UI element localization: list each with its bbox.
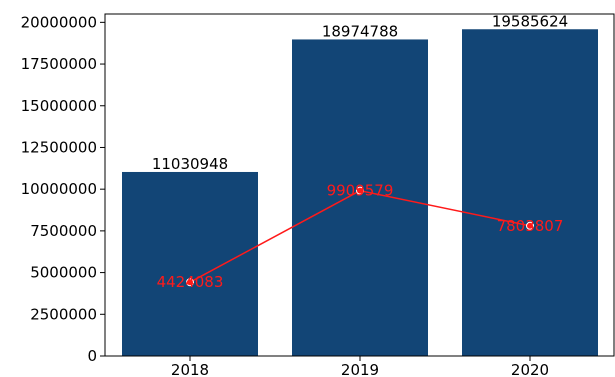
y-tick-label: 5000000	[30, 264, 97, 282]
bars-group	[122, 29, 598, 357]
x-tick-label-2018: 2018	[171, 361, 209, 377]
y-tick-label: 15000000	[21, 97, 97, 115]
line-value-label-2018: 4424083	[157, 273, 224, 291]
bar-labels-group: 11030948 18974788 19585624	[152, 12, 568, 173]
bar-value-label-2020: 19585624	[492, 12, 568, 30]
y-axis: 0 2500000 5000000 7500000 10000000 12500000 15…	[21, 13, 105, 365]
y-tick-label: 0	[87, 347, 97, 365]
bar-2019	[292, 39, 428, 356]
line-point-2019	[356, 186, 364, 195]
y-tick-label: 17500000	[21, 55, 97, 73]
line-point-2018	[186, 278, 194, 287]
x-tick-label-2019: 2019	[341, 361, 379, 377]
line-series-group: 4424083 9909579 7803807	[157, 182, 564, 292]
y-tick-label: 20000000	[21, 13, 97, 31]
x-tick-label-2020: 2020	[511, 361, 549, 377]
line-value-label-2020: 7803807	[497, 217, 564, 235]
y-tick-label: 7500000	[30, 222, 97, 240]
line-value-label-2019: 9909579	[327, 182, 394, 200]
y-tick-label: 2500000	[30, 305, 97, 323]
bar-value-label-2018: 11030948	[152, 155, 228, 173]
line-point-2020	[526, 221, 534, 230]
y-tick-label: 12500000	[21, 138, 97, 156]
y-tick-label: 10000000	[21, 180, 97, 198]
x-axis: 2018 2019 2020	[171, 356, 549, 377]
bar-2020	[462, 29, 598, 357]
bar-2018	[122, 171, 258, 356]
bar-value-label-2019: 18974788	[322, 22, 398, 40]
